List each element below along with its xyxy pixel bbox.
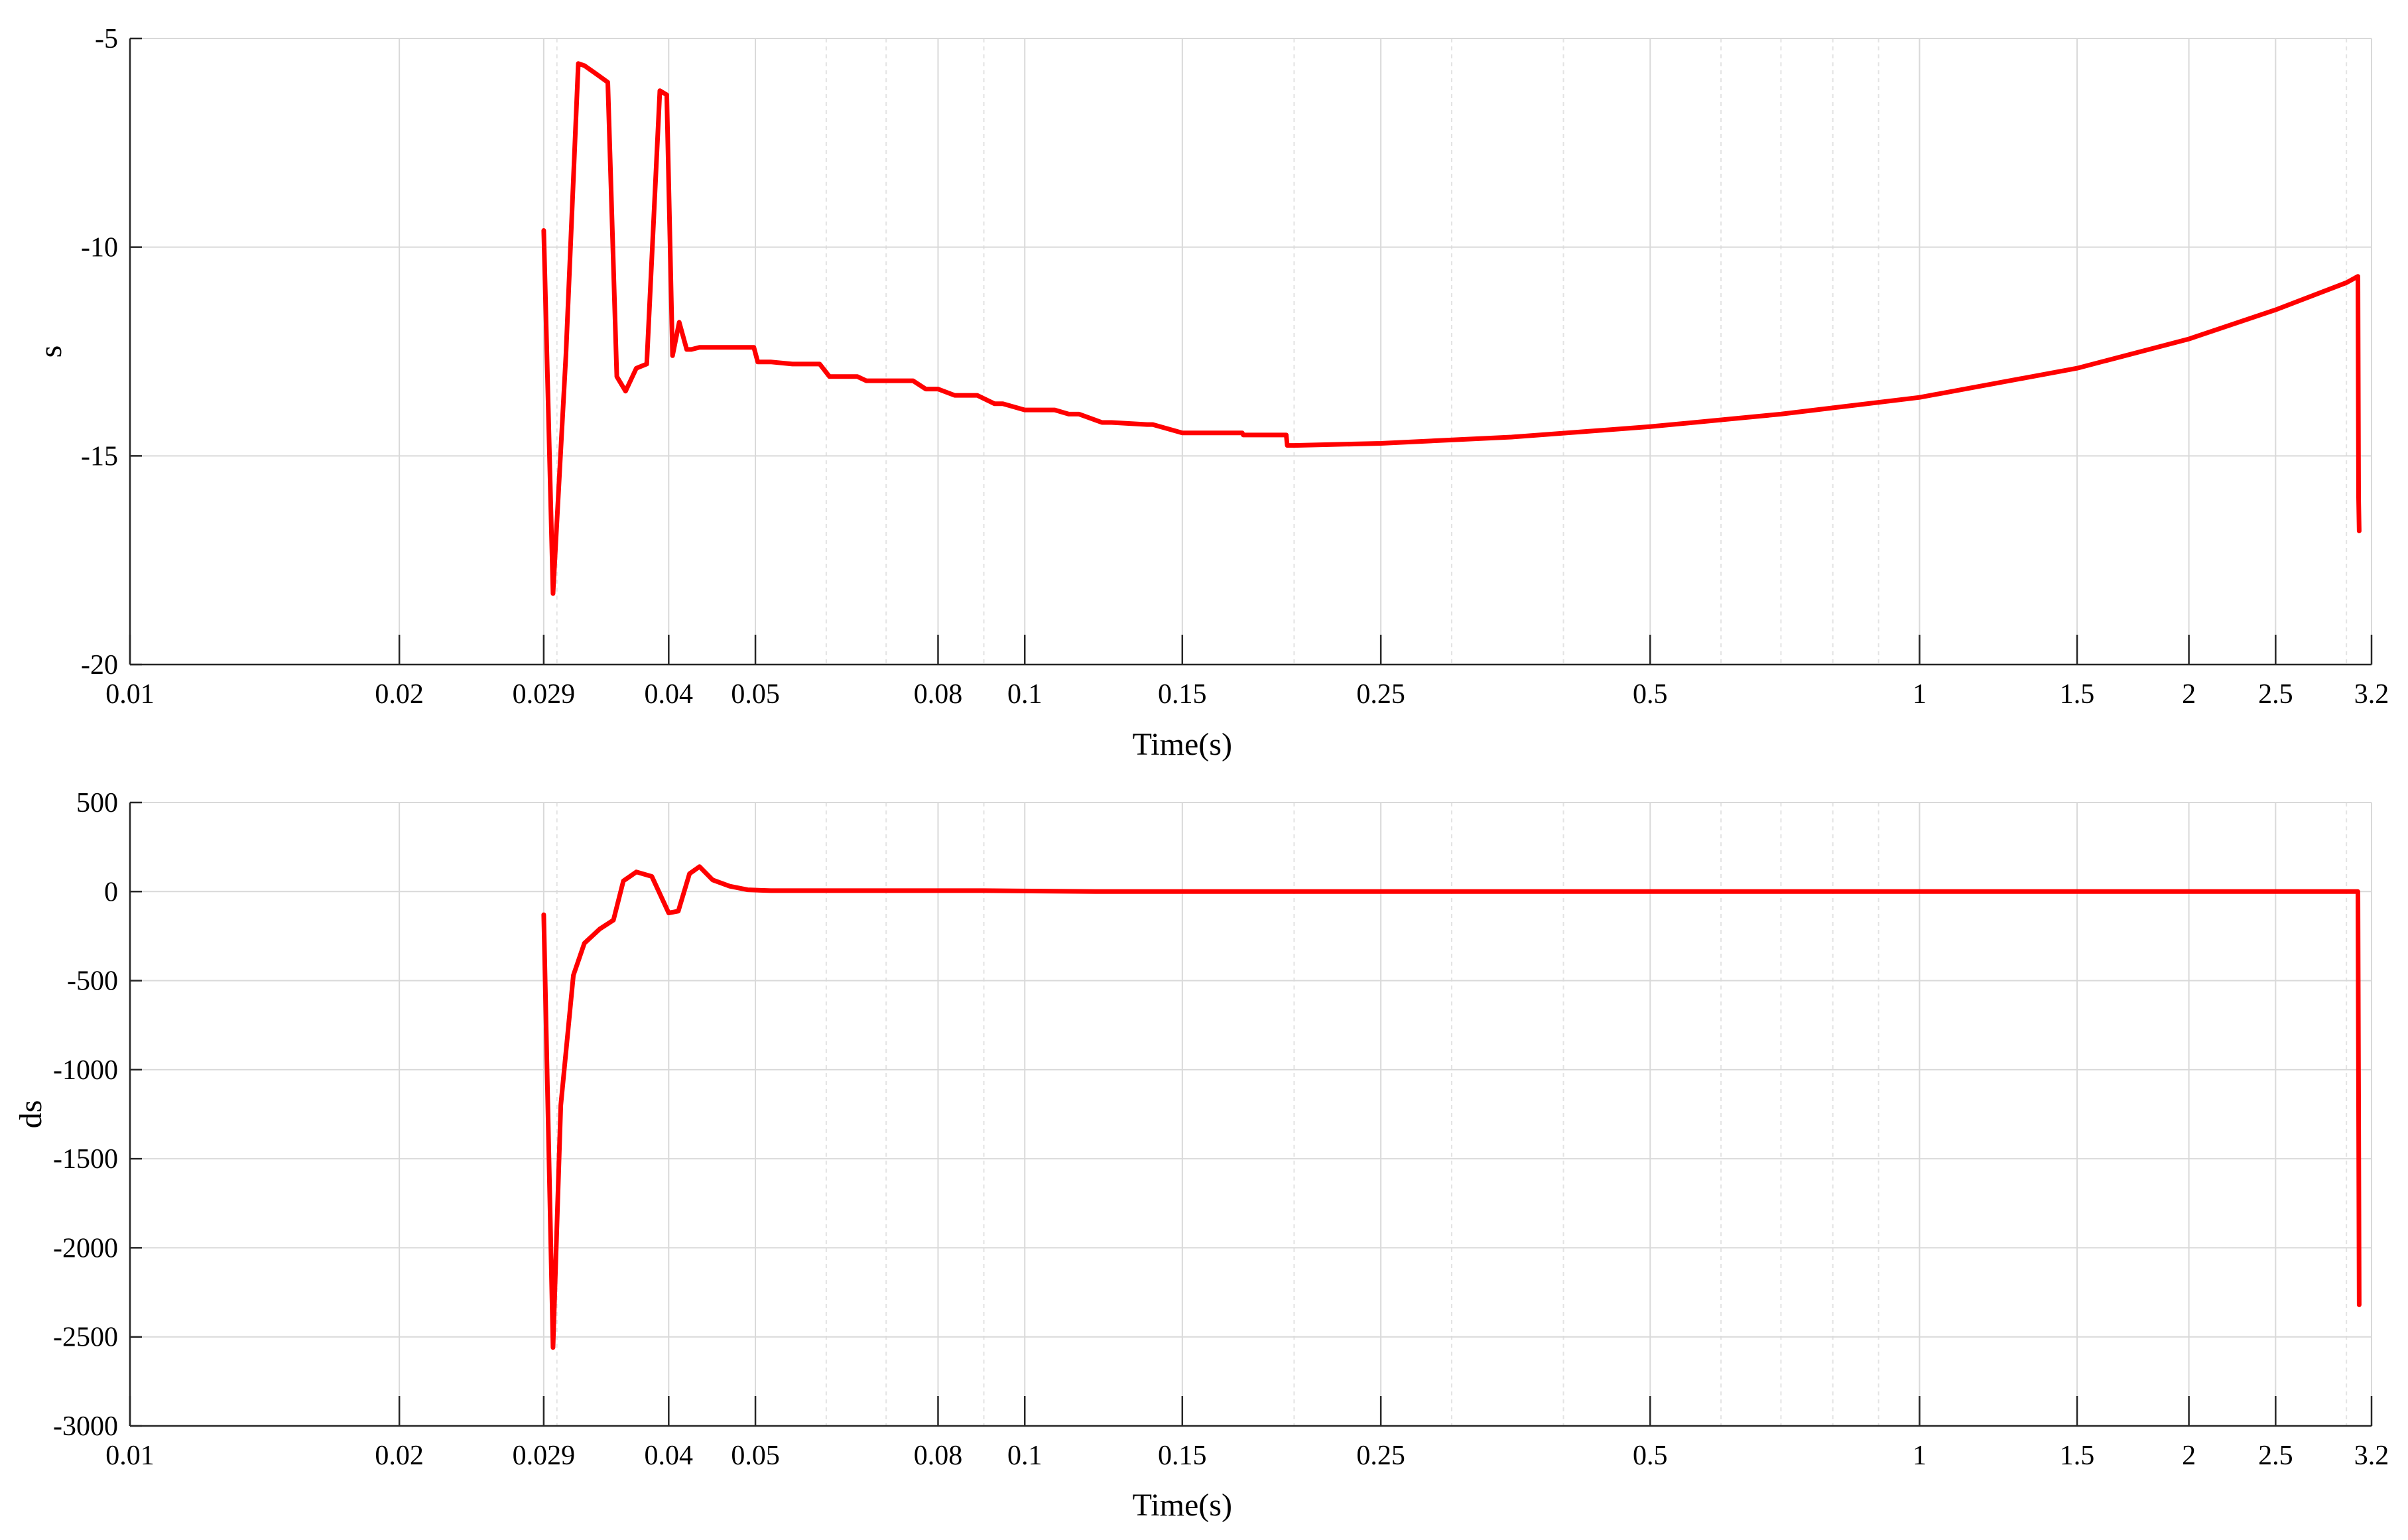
- ds-x-tick-label: 2: [2182, 1441, 2196, 1471]
- ds-x-tick-label: 3.2: [2354, 1441, 2389, 1471]
- ds-y-tick-label: -500: [67, 966, 118, 997]
- s-x-tick-label: 0.1: [1007, 679, 1043, 710]
- ds-x-tick-label: 0.01: [105, 1441, 155, 1471]
- ds-y-tick-label: -1500: [53, 1144, 118, 1175]
- ds-x-tick-label: 1: [1913, 1441, 1927, 1471]
- ds-x-tick-label: 0.02: [375, 1441, 424, 1471]
- s-x-tick-label: 0.15: [1158, 679, 1207, 710]
- s-x-tick-label: 2: [2182, 679, 2196, 710]
- s-x-tick-label: 0.5: [1633, 679, 1668, 710]
- s-x-tick-label: 3.2: [2354, 679, 2389, 710]
- s-y-tick-label: -10: [81, 233, 118, 263]
- ds-x-tick-label: 0.04: [645, 1441, 694, 1471]
- ds-y-tick-label: -2000: [53, 1233, 118, 1263]
- s-x-tick-label: 1.5: [2060, 679, 2095, 710]
- ds-y-tick-label: 500: [76, 788, 118, 818]
- ds-y-tick-label: 0: [104, 877, 118, 907]
- ds-x-tick-label: 0.029: [513, 1441, 576, 1471]
- ds-x-tick-label: 0.05: [731, 1441, 780, 1471]
- ds-x-tick-label: 2.5: [2258, 1441, 2293, 1471]
- s-chart: 0.01 0.02 0.029 0.04 0.05 0.08 0.1 0.15 0.25 0.5 1…: [33, 24, 2389, 762]
- s-x-axis-label: Time(s): [1133, 727, 1232, 762]
- ds-x-tick-label: 0.15: [1158, 1441, 1207, 1471]
- s-x-tick-label: 1: [1913, 679, 1927, 710]
- s-x-tick-label: 0.25: [1356, 679, 1405, 710]
- s-y-tick-label: -20: [81, 650, 118, 680]
- s-x-tick-label: 0.04: [645, 679, 694, 710]
- ds-x-axis-label: Time(s): [1133, 1488, 1232, 1523]
- ds-x-tick-label: 0.08: [914, 1441, 963, 1471]
- s-x-tick-label: 0.08: [914, 679, 963, 710]
- ds-y-tick-label: -2500: [53, 1322, 118, 1353]
- ds-chart: 0.01 0.02 0.029 0.04 0.05 0.08 0.1 0.15 0.25 0.5 1…: [13, 788, 2389, 1523]
- ds-x-tick-label: 0.5: [1633, 1441, 1668, 1471]
- ds-y-axis-label: ds: [13, 1100, 48, 1129]
- s-y-tick-label: -15: [81, 441, 118, 472]
- s-series-line: [541, 61, 2362, 596]
- s-x-tick-label: 2.5: [2258, 679, 2293, 710]
- s-x-tick-label: 0.05: [731, 679, 780, 710]
- s-y-axis-label: s: [33, 346, 68, 358]
- ds-x-tick-label: 0.25: [1356, 1441, 1405, 1471]
- ds-y-tick-label: -3000: [53, 1411, 118, 1442]
- s-x-tick-label: 0.029: [513, 679, 576, 710]
- s-y-tick-label: -5: [95, 24, 118, 54]
- ds-series-line: [541, 864, 2362, 1350]
- s-x-tick-label: 0.02: [375, 679, 424, 710]
- s-x-tick-label: 0.01: [105, 679, 155, 710]
- ds-x-tick-label: 0.1: [1007, 1441, 1043, 1471]
- ds-x-tick-label: 1.5: [2060, 1441, 2095, 1471]
- ds-y-tick-label: -1000: [53, 1055, 118, 1086]
